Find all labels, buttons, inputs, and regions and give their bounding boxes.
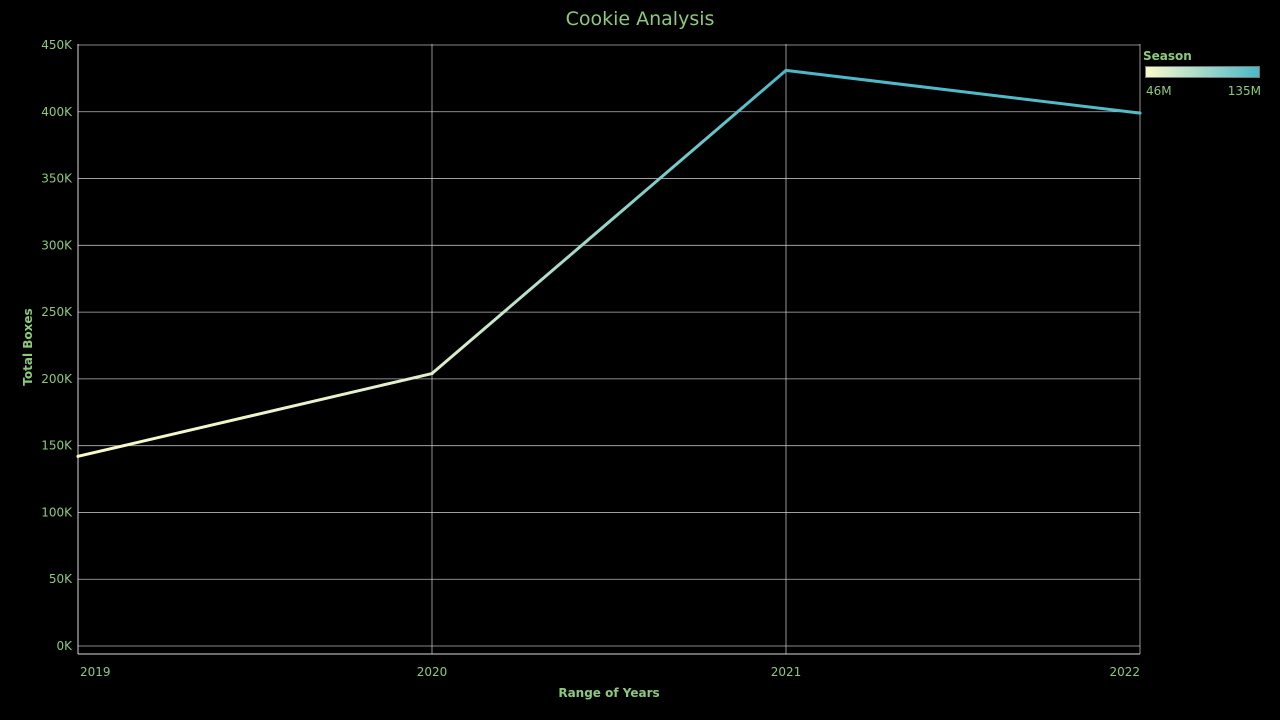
x-tick-label: 2021 bbox=[771, 665, 802, 679]
y-tick-label: 450K bbox=[41, 38, 73, 52]
y-tick-label: 150K bbox=[41, 439, 73, 453]
x-tick-label: 2022 bbox=[1109, 665, 1140, 679]
data-point bbox=[430, 372, 434, 376]
y-tick-label: 100K bbox=[41, 505, 73, 519]
y-tick-label: 400K bbox=[41, 105, 73, 119]
y-tick-label: 0K bbox=[56, 639, 73, 653]
y-tick-label: 200K bbox=[41, 372, 73, 386]
x-axis-label: Range of Years bbox=[558, 686, 660, 700]
y-axis-label: Total Boxes bbox=[21, 308, 35, 386]
data-point bbox=[76, 454, 80, 458]
y-tick-label: 300K bbox=[41, 238, 73, 252]
chart-title: Cookie Analysis bbox=[565, 8, 715, 30]
data-point bbox=[784, 68, 788, 72]
y-tick-label: 350K bbox=[41, 172, 73, 186]
series-line-segment bbox=[784, 68, 1142, 115]
y-tick-label: 50K bbox=[49, 572, 73, 586]
legend-min-label: 46M bbox=[1146, 84, 1172, 98]
x-tick-label: 2020 bbox=[417, 665, 448, 679]
legend-max-label: 135M bbox=[1227, 84, 1261, 98]
x-tick-label: 2019 bbox=[80, 665, 111, 679]
y-tick-label: 250K bbox=[41, 305, 73, 319]
legend-title: Season bbox=[1143, 49, 1192, 63]
legend-color-bar bbox=[1145, 66, 1260, 78]
series-line-segment bbox=[76, 372, 434, 458]
series-line-segment bbox=[430, 68, 788, 376]
data-point bbox=[1138, 111, 1142, 115]
